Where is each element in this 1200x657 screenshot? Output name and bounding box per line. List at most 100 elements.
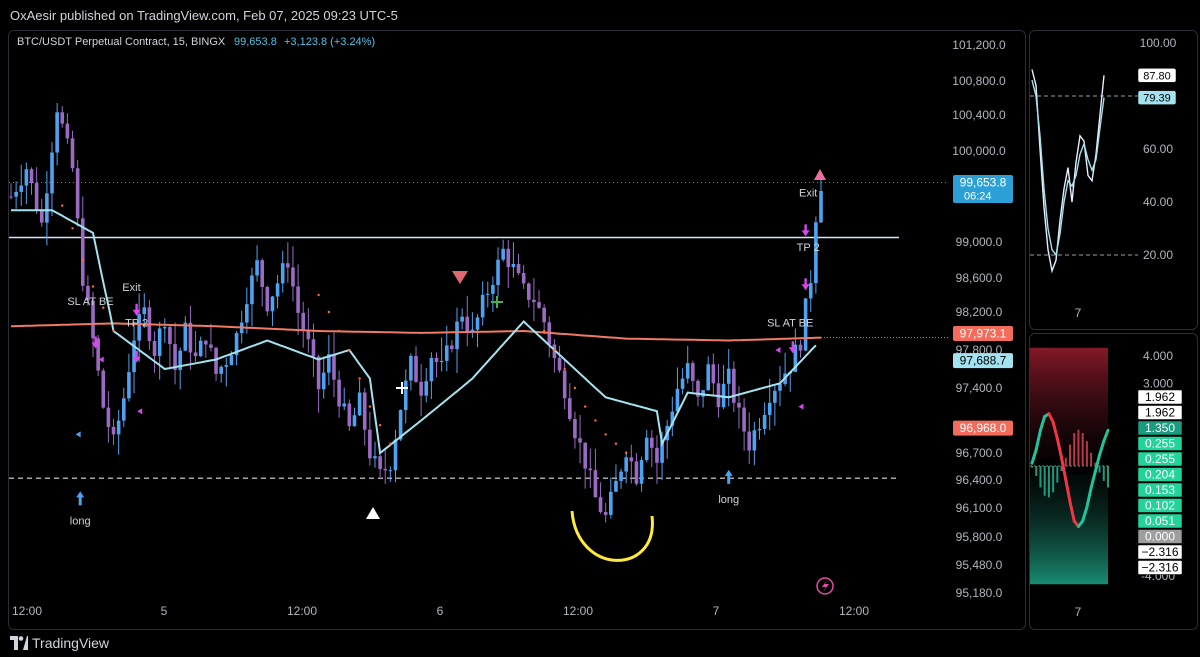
price-axis: 101,200.0 100,800.0 100,400.0 100,000.0 99,0… xyxy=(952,38,1013,600)
candle xyxy=(747,412,752,464)
magenta-arrow-icon xyxy=(801,278,810,291)
candle-body xyxy=(742,407,746,432)
candle xyxy=(450,340,454,353)
osc-line-segment xyxy=(1093,453,1102,473)
candle xyxy=(327,334,331,386)
trailing-stop-dot xyxy=(389,442,392,445)
candle-body xyxy=(588,468,593,471)
candle xyxy=(291,246,295,302)
candle-body xyxy=(337,379,341,407)
candle xyxy=(475,314,480,348)
candle xyxy=(250,267,254,327)
osc-line-segment xyxy=(1064,478,1072,504)
rsi-panel[interactable]: 100.00 60.00 40.00 20.00 87.80 79.39 7 xyxy=(1029,30,1198,330)
oscillator-panel[interactable]: ... 4.000 3.000 -4.000 1.962 1.962 1.350 0.255… xyxy=(1029,333,1198,630)
candle xyxy=(373,441,377,468)
candle xyxy=(814,216,818,294)
candle-body xyxy=(86,285,90,301)
candle-body xyxy=(383,468,388,471)
bolt-icon[interactable] xyxy=(816,577,834,595)
candle-body xyxy=(767,402,772,415)
candle xyxy=(24,162,29,205)
price-tick: 100,800.0 xyxy=(952,74,1006,88)
price-tag-bg xyxy=(953,353,1013,369)
candle-body xyxy=(306,330,311,340)
candle xyxy=(255,245,259,282)
triangle-up-icon xyxy=(366,507,380,519)
rsi-chart[interactable]: 100.00 60.00 40.00 20.00 87.80 79.39 7 xyxy=(1030,31,1197,329)
candle-body xyxy=(178,350,182,370)
candle xyxy=(470,312,475,338)
time-tick: 7 xyxy=(713,604,720,618)
candle-body xyxy=(521,273,526,284)
signal-label: SL AT BE xyxy=(67,296,113,308)
trailing-stop-dot xyxy=(614,442,618,445)
candle xyxy=(573,411,577,449)
osc-tick: 4.000 xyxy=(1143,349,1173,363)
price-tick: 95,800.0 xyxy=(956,530,1003,544)
candle-body xyxy=(603,512,608,515)
candle-body xyxy=(655,447,659,463)
trailing-stop-dot xyxy=(348,348,351,352)
price-tick: 101,200.0 xyxy=(952,38,1006,52)
candle xyxy=(701,390,705,408)
time-tick: 12:00 xyxy=(287,604,317,618)
candle xyxy=(234,331,239,366)
candle-body xyxy=(808,283,813,299)
candle xyxy=(301,301,306,348)
candle-body xyxy=(814,222,818,284)
candle-body xyxy=(24,169,29,186)
candle xyxy=(624,451,628,484)
candle-body xyxy=(403,380,408,411)
price-tick: 98,200.0 xyxy=(956,305,1003,319)
trailing-stop-dot xyxy=(583,405,587,408)
osc-line-segment xyxy=(1034,428,1042,451)
oscillator-chart[interactable]: ... 4.0003.000-4.0001.9621.9621.3500.255… xyxy=(1030,334,1197,629)
footer-brand-text: TradingView xyxy=(32,635,110,651)
candle xyxy=(685,346,690,384)
candle-body xyxy=(332,354,336,380)
price-tick: 95,480.0 xyxy=(956,558,1003,572)
candle-body xyxy=(762,414,767,429)
price-tick: 96,400.0 xyxy=(956,473,1003,487)
candle-body xyxy=(573,419,577,439)
candle xyxy=(316,354,321,413)
candle-body xyxy=(260,260,265,288)
price-chart[interactable]: long long SL AT BE Exit TP 2 SL AT BE Exit TP 2… xyxy=(9,31,1025,629)
candle xyxy=(245,287,249,334)
candle-body xyxy=(480,294,485,318)
price-chart-panel[interactable]: long long SL AT BE Exit TP 2 SL AT BE Exit TP 2… xyxy=(8,30,1026,630)
candle-body xyxy=(75,168,80,219)
trailing-stop-dot xyxy=(317,293,320,297)
candle xyxy=(178,347,182,390)
trailing-stop-dot xyxy=(71,227,74,230)
osc-tag-bg xyxy=(1137,544,1183,560)
trailing-stop-dot xyxy=(542,329,546,333)
candle-body xyxy=(368,429,372,459)
candle-body xyxy=(675,388,680,412)
candle-body xyxy=(378,456,382,469)
candle-body xyxy=(265,287,270,312)
candle-body xyxy=(439,360,444,363)
candle xyxy=(742,398,746,451)
candle-body xyxy=(229,355,234,366)
candle xyxy=(337,370,341,418)
candle-body xyxy=(614,480,618,492)
candle-body xyxy=(116,420,121,435)
candle-body xyxy=(19,185,24,192)
osc-tag-text: −2.316 xyxy=(1141,545,1178,559)
candle xyxy=(152,331,157,373)
candle-body xyxy=(434,357,439,363)
signal-label: long xyxy=(718,494,739,506)
candle xyxy=(629,444,634,484)
trailing-stop-dot xyxy=(81,258,84,262)
candle xyxy=(127,353,131,402)
candle xyxy=(19,164,24,206)
candle xyxy=(526,282,531,308)
price-tag-bg xyxy=(953,326,1013,342)
trailing-stop-dot xyxy=(368,405,372,408)
candle-body xyxy=(65,123,70,139)
candle-body xyxy=(619,471,623,481)
candle-body xyxy=(255,260,259,276)
candle-body xyxy=(773,390,777,403)
